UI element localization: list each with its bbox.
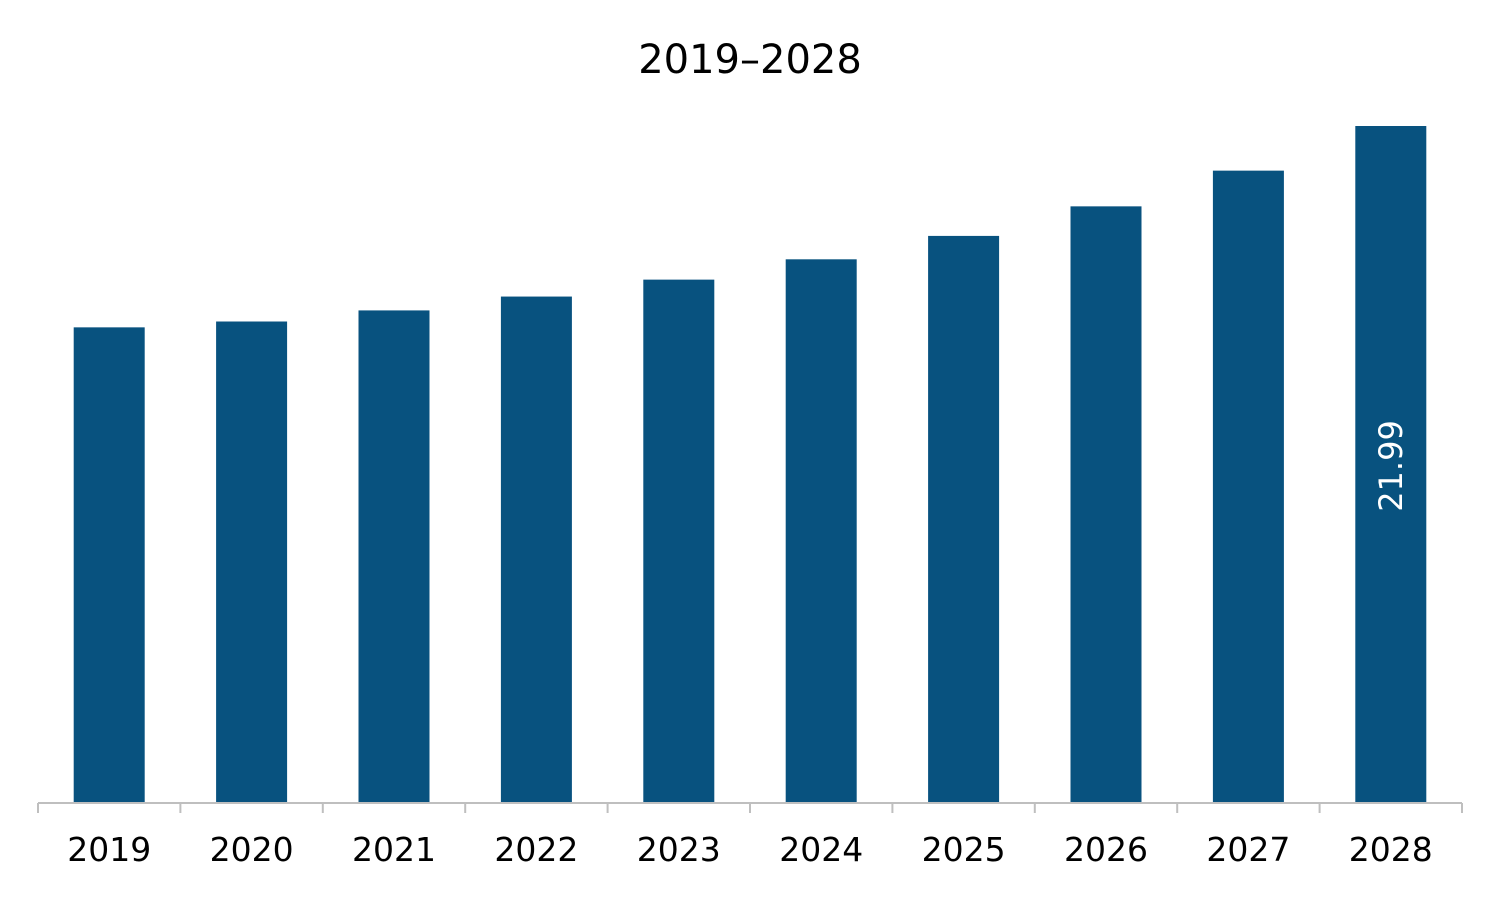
bar-2026 bbox=[1070, 206, 1142, 804]
chart-title: 2019–2028 bbox=[638, 37, 862, 83]
bar-series bbox=[73, 126, 1427, 804]
bar-2028 bbox=[1355, 126, 1427, 803]
x-tick-label-2026: 2026 bbox=[1064, 830, 1148, 869]
x-tick-label-2022: 2022 bbox=[494, 830, 578, 869]
bar-2025 bbox=[928, 235, 1000, 803]
bar-2020 bbox=[216, 321, 288, 803]
x-tick-label-2027: 2027 bbox=[1206, 830, 1290, 869]
x-tick-label-2019: 2019 bbox=[67, 830, 151, 869]
bar-2024 bbox=[785, 259, 857, 803]
bar-2021 bbox=[358, 310, 430, 803]
x-tick-label-2021: 2021 bbox=[352, 830, 436, 869]
bar-2019 bbox=[73, 327, 145, 803]
x-tick-label-2025: 2025 bbox=[922, 830, 1006, 869]
x-axis-tick-labels: 2019 2020 2021 2022 2023 2024 2025 2026 2027 2028 bbox=[67, 830, 1433, 869]
x-tick-label-2020: 2020 bbox=[210, 830, 294, 869]
x-tick-label-2028: 2028 bbox=[1349, 830, 1433, 869]
bar-2023 bbox=[643, 279, 715, 803]
x-axis bbox=[37, 802, 1463, 813]
bar-2027 bbox=[1212, 170, 1284, 803]
x-tick-label-2023: 2023 bbox=[637, 830, 721, 869]
bar-2022 bbox=[500, 296, 572, 803]
x-tick-label-2024: 2024 bbox=[779, 830, 863, 869]
data-labels: 21.99 bbox=[1372, 420, 1410, 512]
data-label-2028: 21.99 bbox=[1372, 420, 1410, 512]
